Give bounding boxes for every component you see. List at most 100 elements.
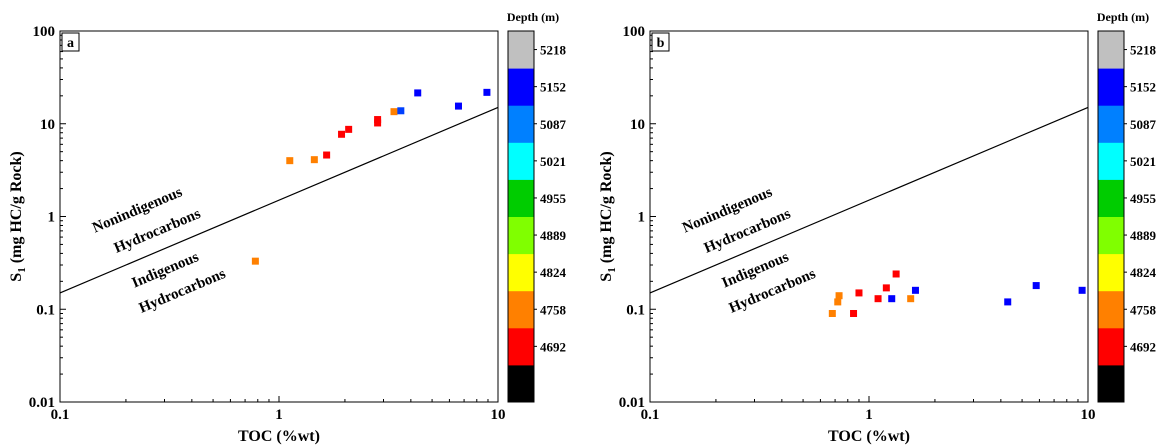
colorbar-segment	[1098, 142, 1124, 180]
y-axis-label-main: S	[8, 273, 25, 282]
colorbar-segment	[508, 327, 534, 366]
colorbar-frame	[507, 30, 535, 403]
x-tick-label: 1	[865, 407, 873, 423]
colorbar-segment	[508, 68, 534, 106]
y-tick-label: 1	[48, 210, 56, 226]
colorbar-segment	[1098, 68, 1124, 106]
data-point	[1032, 282, 1040, 290]
data-point	[835, 292, 843, 300]
colorbar-segment	[508, 364, 534, 403]
y-axis-label-rest: (mg HC/g Rock)	[8, 151, 25, 267]
x-axis-label: TOC (%wt)	[238, 428, 320, 445]
colorbar-segment	[508, 253, 534, 292]
y-tick-label: 10	[40, 117, 55, 133]
data-point	[834, 298, 842, 306]
divider-line	[59, 106, 499, 294]
colorbar-segment	[1098, 327, 1124, 366]
data-point	[888, 295, 896, 303]
colorbar-segment	[508, 105, 534, 143]
data-point	[892, 270, 900, 278]
data-point	[374, 116, 382, 124]
colorbar-tick-label: 4889	[1130, 228, 1157, 243]
colorbar-tick-label: 5021	[540, 154, 566, 169]
data-point	[882, 284, 890, 292]
colorbar-tick-label: 4692	[1130, 339, 1156, 354]
data-point	[874, 295, 882, 303]
colorbar-tick-label: 5087	[540, 117, 567, 132]
panel-label-box	[651, 32, 670, 52]
data-point	[323, 151, 331, 159]
colorbar-segment	[1098, 179, 1124, 217]
colorbar-tick-label: 5152	[540, 80, 566, 95]
colorbar-segment	[508, 290, 534, 329]
data-points	[251, 88, 491, 265]
colorbar: 4692 4758 4824 4889 4955 5021 5087 5152 5218 Dept…	[507, 10, 567, 403]
data-point	[310, 156, 318, 164]
colorbar-tick-label: 5218	[540, 43, 567, 58]
y-tick-label: 0.1	[36, 302, 55, 318]
x-tick-label: 1	[275, 407, 283, 423]
panel-label-box	[61, 32, 80, 52]
y-tick-label: 0.01	[619, 395, 645, 411]
colorbar-tick-label: 5021	[1130, 154, 1156, 169]
y-axis-label-rest: (mg HC/g Rock)	[598, 151, 615, 267]
data-point	[397, 107, 405, 115]
colorbar-tick-label: 4955	[1130, 191, 1157, 206]
colorbar-tick-label: 4955	[540, 191, 567, 206]
y-tick-label: 10	[630, 117, 645, 133]
x-axis-label: TOC (%wt)	[828, 428, 910, 445]
data-point	[850, 309, 858, 317]
colorbar-tick-label: 4758	[540, 302, 567, 317]
panel-label: a	[67, 36, 74, 51]
y-tick-label: 100	[33, 24, 56, 40]
y-axis-label-main: S	[598, 273, 615, 282]
colorbar-segment	[1098, 364, 1124, 403]
colorbar-tick-label: 4824	[1130, 265, 1157, 280]
data-point	[345, 125, 353, 133]
y-axis-label: S1 (mg HC/g Rock)	[8, 151, 28, 281]
colorbar-frame	[1097, 30, 1125, 403]
y-tick-label: 0.1	[626, 302, 645, 318]
data-point	[338, 130, 346, 138]
divider-line	[649, 106, 1089, 294]
colorbar-segment	[1098, 253, 1124, 292]
colorbar-segment	[1098, 216, 1124, 255]
colorbar-segment	[508, 142, 534, 180]
data-point	[390, 108, 398, 116]
data-point	[286, 157, 294, 165]
x-tick-label: 0.1	[641, 407, 660, 423]
y-axis-label-subscript: 1	[606, 267, 618, 273]
data-points	[828, 270, 1086, 317]
minor-ticks	[650, 34, 1079, 402]
colorbar-tick-label: 4889	[540, 228, 567, 243]
y-axis-label-subscript: 1	[16, 267, 28, 273]
x-tick-label: 10	[491, 407, 506, 423]
x-tick-label: 0.1	[51, 407, 70, 423]
data-point	[454, 102, 462, 110]
colorbar-tick-label: 4824	[540, 265, 567, 280]
colorbar-segment	[1098, 290, 1124, 329]
data-point	[483, 88, 491, 96]
panel-label: b	[657, 36, 665, 51]
data-point	[911, 286, 919, 294]
colorbar-tick-label: 5087	[1130, 117, 1157, 132]
colorbar-segment	[508, 216, 534, 255]
data-point	[1004, 298, 1012, 306]
y-tick-label: 0.01	[29, 395, 55, 411]
colorbar-segment	[508, 179, 534, 217]
colorbar-segment	[1098, 105, 1124, 143]
data-point	[1078, 286, 1086, 294]
colorbar-tick-label: 5152	[1130, 80, 1156, 95]
y-tick-label: 100	[623, 24, 646, 40]
data-point	[828, 309, 836, 317]
colorbar-tick-label: 4692	[540, 339, 566, 354]
data-point	[855, 289, 863, 297]
colorbar-segment	[508, 31, 534, 69]
colorbar-segment	[1098, 31, 1124, 69]
data-point	[414, 89, 422, 97]
colorbar-tick-label: 5218	[1130, 43, 1157, 58]
y-axis-label: S1 (mg HC/g Rock)	[598, 151, 618, 281]
y-tick-label: 1	[638, 210, 646, 226]
